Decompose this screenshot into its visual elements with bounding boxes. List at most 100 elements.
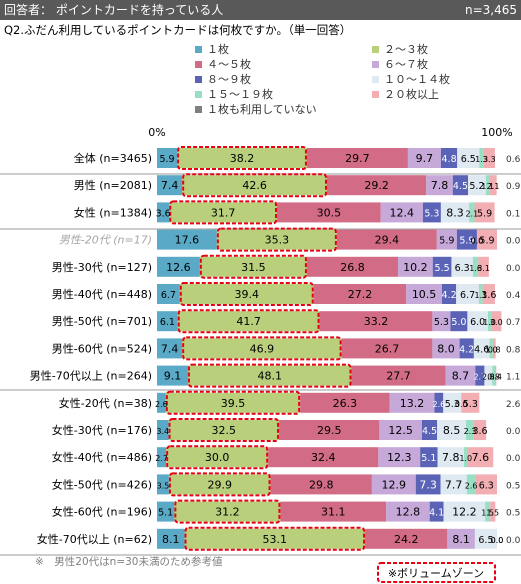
bar-segment (187, 365, 352, 386)
bar-segment (450, 311, 468, 332)
data-label: 4.5 (453, 181, 468, 192)
data-label: 0.6 (506, 155, 521, 165)
bar-segment (457, 148, 480, 168)
data-label: 9.7 (416, 152, 434, 165)
data-label: 12.3 (387, 451, 412, 464)
bar-segment (157, 528, 185, 549)
legend-label: ８～９枚 (207, 72, 251, 86)
bar-segment (437, 420, 467, 440)
data-label: 0.0 (455, 400, 468, 409)
bar-segment (157, 501, 175, 522)
bar-segment (483, 148, 495, 168)
bar-segment (443, 392, 462, 413)
category-label: 男性-60代 (n=524) (52, 341, 152, 355)
legend-swatch (195, 46, 202, 53)
volume-zone-legend-label: ※ボリュームゾーン (388, 567, 484, 580)
category-label: 女性-60代 (n=196) (52, 505, 152, 519)
volume-zone-box (166, 445, 269, 470)
data-label: 29.5 (317, 424, 342, 437)
data-label: 2.6 (432, 400, 445, 409)
legend-swatch (372, 46, 379, 53)
data-label: 12.9 (382, 478, 407, 491)
volume-zone-legend-box (377, 562, 496, 583)
data-label: 5.3 (445, 399, 460, 410)
data-label: 5.3 (463, 399, 478, 410)
bar-segment (432, 338, 460, 359)
data-label: 0.0 (471, 237, 484, 246)
bar-segment (420, 447, 438, 468)
bar-segment (467, 311, 488, 332)
bar-segment (485, 175, 490, 196)
category-label: 女性-70代以上 (n=62) (37, 532, 152, 546)
data-label: 3.6 (156, 208, 171, 219)
data-label: 7.8 (442, 451, 460, 464)
bar-segment (421, 420, 438, 440)
bar-segment (476, 229, 497, 250)
bar-segment (157, 392, 166, 413)
data-label: 1.0 (483, 318, 496, 327)
bar-segment (306, 148, 408, 168)
bar-segment (157, 365, 188, 386)
data-label: 2.6 (506, 400, 521, 410)
data-label: 3.1 (477, 264, 490, 273)
volume-zone-box (165, 390, 301, 415)
bar-segment (174, 501, 281, 522)
bar-segment (199, 256, 307, 277)
bar-segment (157, 284, 180, 304)
legend-label: ４～５枚 (207, 57, 251, 71)
data-label: 0.4 (506, 291, 521, 301)
data-label: 0.0 (506, 264, 521, 274)
data-label: 1.1 (474, 291, 487, 300)
data-label: 42.6 (242, 179, 267, 192)
bar-segment (157, 311, 178, 332)
data-label: 8.1 (162, 533, 180, 546)
bar-segment (459, 338, 474, 359)
data-label: 31.1 (321, 506, 346, 519)
data-label: 4.5 (422, 426, 437, 437)
data-label: 29.8 (309, 478, 334, 491)
bar-segment (437, 447, 465, 468)
legend-swatch (195, 106, 202, 113)
data-label: 27.7 (386, 370, 411, 383)
bar-segment (280, 501, 387, 522)
bar-segment (157, 175, 183, 196)
data-label: 35.3 (265, 234, 290, 247)
bar-segment (157, 338, 183, 359)
data-label: 12.2 (452, 506, 477, 519)
bar-segment (475, 474, 497, 495)
legend-label: ２０枚以上 (384, 87, 439, 101)
footnote: ※ 男性20代はn=30未満のため参考値 (35, 555, 223, 568)
bar-segment (461, 392, 480, 413)
volume-zone-box (169, 200, 278, 225)
total-n: n=3,465 (464, 3, 517, 17)
bar-segment (473, 338, 490, 359)
data-label: 6.1 (160, 317, 175, 328)
category-label: 全体 (n=3465) (74, 151, 152, 165)
bar-segment (440, 202, 470, 223)
bar-segment (466, 474, 476, 495)
data-label: 7.4 (161, 179, 179, 192)
data-label: 29.4 (375, 234, 400, 247)
data-label: 2.6 (465, 481, 478, 490)
volume-zone-box (177, 309, 320, 334)
bar-segment (157, 202, 170, 223)
bar-segment (426, 175, 453, 196)
bar-segment (422, 202, 441, 223)
category-label: 女性 (n=1384) (74, 205, 152, 219)
bar-segment (168, 420, 280, 440)
data-label: 2.1 (465, 209, 478, 218)
bar-segment (327, 175, 427, 196)
data-label: 4.6 (474, 344, 489, 355)
data-label: 17.6 (175, 234, 200, 247)
bar-segment (432, 256, 452, 277)
bar-segment (478, 284, 483, 304)
bar-segment (491, 311, 502, 332)
bar-segment (469, 202, 475, 223)
data-label: 8.7 (452, 370, 470, 383)
category-label: 女性-40代 (n=486) (52, 450, 152, 464)
bar-segment (484, 365, 493, 386)
respondents-title: 回答者： ポイントカードを持っている人 (4, 3, 224, 17)
bar-segment (441, 284, 457, 304)
data-label: 5.9 (477, 208, 492, 219)
